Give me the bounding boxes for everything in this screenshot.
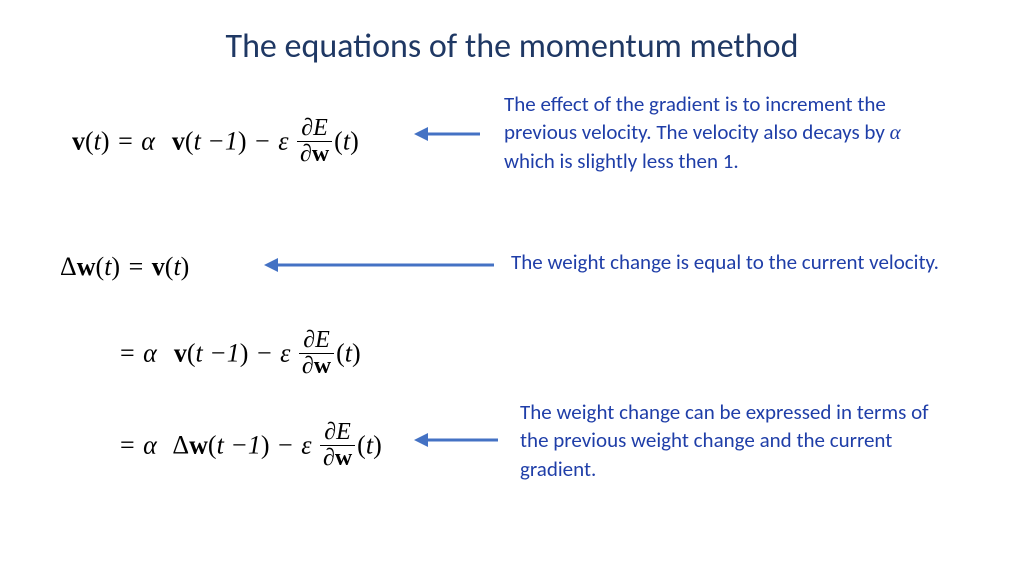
eq4-eps: ε bbox=[301, 431, 311, 460]
eq4-delta: Δ bbox=[172, 431, 189, 460]
eq3-alpha: α bbox=[143, 339, 157, 368]
eq2-w: w bbox=[77, 252, 96, 281]
annotation-3-text: The weight change can be expressed in te… bbox=[520, 399, 929, 482]
annotation-1-part1: The effect of the gradient is to increme… bbox=[504, 91, 890, 145]
eq3-tail-t: t bbox=[345, 339, 352, 368]
annotation-1: The effect of the gradient is to increme… bbox=[504, 90, 934, 175]
eq1-den-w: w bbox=[312, 141, 329, 167]
eq3-eps: ε bbox=[280, 339, 290, 368]
annotation-1-alpha: α bbox=[890, 120, 901, 144]
eq1-tail-t: t bbox=[343, 127, 350, 156]
eq4-tminus1: t −1 bbox=[217, 431, 261, 460]
eq2-t2: t bbox=[173, 252, 180, 281]
eq1-tminus1: t −1 bbox=[194, 127, 238, 156]
equation-4: = α Δw(t −1) − ε ∂E ∂w (t) bbox=[120, 422, 382, 473]
eq4-den-d: ∂ bbox=[323, 445, 335, 471]
arrow-1-icon bbox=[414, 124, 480, 144]
eq1-eps: ε bbox=[278, 127, 288, 156]
equation-3: = α v(t −1) − ε ∂E ∂w (t) bbox=[120, 330, 361, 381]
eq4-alpha: α bbox=[143, 431, 157, 460]
equation-1: v(t) = α v(t −1) − ε ∂E ∂w (t) bbox=[72, 118, 359, 169]
eq1-alpha: α bbox=[141, 127, 155, 156]
eq4-frac: ∂E ∂w bbox=[320, 420, 355, 471]
eq4-num: ∂E bbox=[324, 419, 351, 445]
eq2-v: v bbox=[152, 252, 165, 281]
eq1-v2: v bbox=[172, 127, 185, 156]
annotation-2: The weight change is equal to the curren… bbox=[511, 248, 941, 276]
page-title: The equations of the momentum method bbox=[0, 26, 1024, 67]
eq3-frac: ∂E ∂w bbox=[299, 328, 334, 379]
annotation-1-part2: which is slightly less then 1. bbox=[504, 148, 739, 174]
eq1-num: ∂E bbox=[301, 115, 328, 141]
eq2-t: t bbox=[104, 252, 111, 281]
eq3-tminus1: t −1 bbox=[196, 339, 240, 368]
eq1-t: t bbox=[94, 127, 101, 156]
equation-2: Δw(t) = v(t) bbox=[60, 252, 189, 282]
eq4-w: w bbox=[189, 431, 208, 460]
eq4-den-w: w bbox=[335, 445, 352, 471]
eq2-delta: Δ bbox=[60, 252, 77, 281]
arrow-3-icon bbox=[414, 430, 498, 450]
annotation-2-text: The weight change is equal to the curren… bbox=[511, 249, 939, 275]
eq3-den-w: w bbox=[314, 353, 331, 379]
slide: The equations of the momentum method v(t… bbox=[0, 0, 1024, 576]
eq4-tail-t: t bbox=[366, 431, 373, 460]
eq1-den-d: ∂ bbox=[300, 141, 312, 167]
eq1-v: v bbox=[72, 127, 85, 156]
annotation-3: The weight change can be expressed in te… bbox=[520, 398, 940, 483]
eq3-v: v bbox=[174, 339, 187, 368]
eq1-frac: ∂E ∂w bbox=[297, 116, 332, 167]
arrow-2-icon bbox=[264, 255, 494, 275]
eq3-num: ∂E bbox=[303, 327, 330, 353]
eq3-den-d: ∂ bbox=[302, 353, 314, 379]
